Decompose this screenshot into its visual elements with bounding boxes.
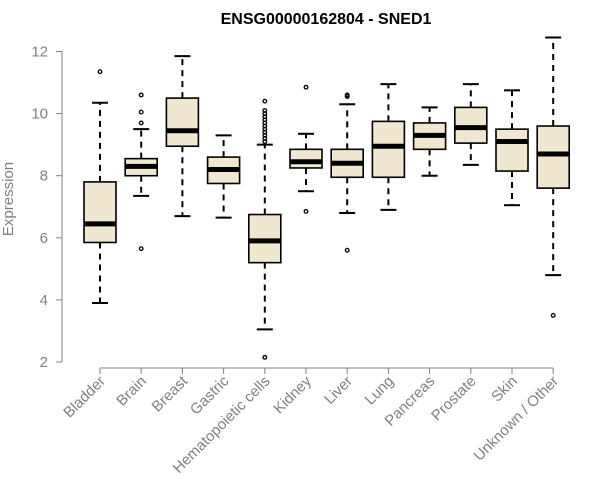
outlier-point bbox=[138, 246, 144, 252]
outlier-point bbox=[550, 312, 556, 318]
box-group bbox=[165, 55, 200, 218]
outlier-point bbox=[344, 247, 350, 253]
y-axis: 2 4 6 8 10 12 bbox=[31, 44, 63, 371]
outlier-point bbox=[344, 92, 350, 98]
outlier-point bbox=[303, 84, 309, 90]
y-tick-label: 6 bbox=[40, 230, 48, 247]
box-group bbox=[371, 83, 406, 211]
box-group bbox=[330, 92, 365, 253]
x-tick-label: Breast bbox=[149, 372, 192, 415]
iqr-box bbox=[289, 148, 323, 169]
x-tick-label: Bladder bbox=[60, 373, 109, 422]
iqr-box bbox=[536, 125, 571, 189]
box-group bbox=[124, 92, 158, 252]
box-group bbox=[495, 89, 529, 207]
x-tick-label: Kidney bbox=[270, 372, 315, 417]
y-tick-label: 12 bbox=[31, 44, 48, 61]
x-tick-label: Prostate bbox=[428, 373, 480, 425]
outlier-point bbox=[303, 208, 309, 214]
y-tick-label: 2 bbox=[40, 354, 48, 371]
outlier-point bbox=[262, 354, 268, 360]
y-tick-label: 10 bbox=[31, 106, 48, 123]
outlier-point bbox=[138, 120, 144, 126]
iqr-box bbox=[165, 97, 200, 148]
outlier-point bbox=[262, 108, 268, 113]
box-group bbox=[248, 98, 282, 360]
box-group bbox=[453, 83, 488, 166]
box-group bbox=[412, 106, 447, 177]
iqr-box bbox=[83, 181, 117, 244]
iqr-box bbox=[495, 128, 529, 172]
outlier-point bbox=[138, 109, 144, 115]
box-group bbox=[289, 84, 323, 214]
y-tick-label: 8 bbox=[40, 168, 48, 185]
outlier-point bbox=[138, 92, 144, 98]
box-series bbox=[83, 36, 571, 360]
x-tick-label: Liver bbox=[321, 373, 356, 408]
outlier-point bbox=[262, 98, 268, 104]
y-tick-label: 4 bbox=[40, 292, 48, 309]
box-group bbox=[83, 69, 117, 305]
iqr-box bbox=[371, 120, 406, 179]
x-tick-label: Skin bbox=[488, 373, 521, 406]
box-group bbox=[536, 36, 571, 318]
box-group bbox=[206, 134, 241, 219]
outlier-point bbox=[97, 69, 103, 75]
x-tick-label: Lung bbox=[362, 373, 398, 409]
chart-title: ENSG00000162804 - SNED1 bbox=[221, 11, 432, 28]
x-tick-label: Brain bbox=[113, 373, 150, 410]
y-axis-label: Expression bbox=[0, 162, 17, 236]
